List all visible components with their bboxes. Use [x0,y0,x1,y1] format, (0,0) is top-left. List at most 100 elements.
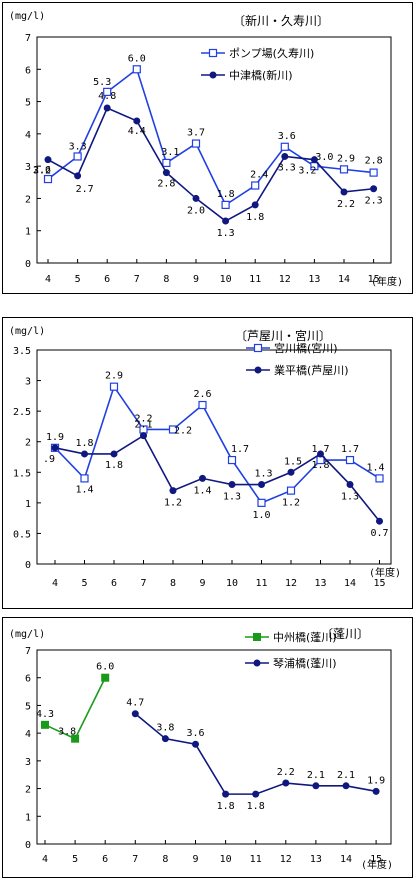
series-line-0 [54,384,380,504]
series-line-1 [47,106,374,222]
x-tick-label: 6 [111,578,117,589]
data-label: 1.8 [217,801,235,812]
x-tick-label: 8 [170,578,176,589]
data-point-marker [370,185,378,193]
data-label: 2.3 [365,196,383,207]
y-tick-label: 5 [25,701,31,712]
legend-marker [253,343,263,353]
y-tick-label: 2 [25,438,31,449]
data-label: .9 [43,454,55,465]
data-point-marker [71,734,80,743]
data-point-marker [375,474,384,483]
y-tick-label: 1 [25,499,31,510]
legend-marker [254,366,262,374]
chart-title: 〔蓬川〕 [321,627,369,641]
data-label: 1.7 [311,444,329,455]
data-label: 1.8 [246,212,264,223]
series-line-1 [54,434,381,522]
data-label: 1.0 [252,510,270,521]
x-axis-unit-label: (年度) [371,275,403,288]
data-point-marker [258,481,265,489]
data-label: 2.2 [337,199,355,210]
data-label: 1.2 [282,498,300,509]
legend-label: 中津橋(新川) [229,68,293,82]
data-point-marker [346,481,354,489]
data-point-marker [340,188,348,196]
plot-area-frame [36,649,392,845]
data-point-marker [73,152,82,161]
data-label: 1.4 [366,462,384,473]
x-tick-label: 12 [285,578,297,589]
data-label: 2.2 [277,767,295,778]
x-tick-label: 5 [81,578,87,589]
y-tick-label: 3.5 [13,346,31,357]
data-label: 3.2 [33,166,51,177]
x-tick-label: 13 [314,578,326,589]
data-label: 1.8 [247,801,265,812]
data-point-marker [132,65,141,74]
y-tick-label: 2 [25,194,31,205]
x-tick-label: 6 [104,274,110,285]
data-label: 1.9 [46,432,64,443]
data-label: 4.8 [98,91,116,102]
data-label: 2.8 [157,179,175,190]
data-label: 3.8 [156,723,174,734]
data-point-marker [162,169,170,177]
chart-panel-yomogi: 〔蓬川〕 (mg/l) (年度) 0 1 2 3 4 5 6 7 4 5 6 7 8 9 10 11 12 13 14 15… [2,617,413,878]
x-axis-unit-label: (年度) [369,566,401,579]
x-tick-label: 10 [220,854,232,865]
data-point-marker [199,474,206,482]
y-tick-label: 7 [25,646,31,657]
data-label: 3.7 [187,128,205,139]
x-tick-label: 4 [45,274,51,285]
data-point-marker [41,720,49,729]
data-point-marker [192,740,199,748]
data-point-marker [161,735,169,743]
x-tick-label: 13 [310,854,322,865]
data-point-marker [317,450,324,458]
x-tick-label: 4 [52,578,58,589]
data-label: 3.0 [315,152,333,163]
data-label: 3.8 [58,727,76,738]
y-tick-label: 6 [25,674,31,685]
x-tick-label: 6 [102,854,108,865]
chart-panel-shinkawa: 〔新川・久寿川〕 (mg/l) (年度) 0 1 2 3 4 5 6 7 4 5 6 7 8 9 10 11 12 13… [2,2,413,294]
data-point-marker [251,201,259,209]
data-point-marker [369,168,378,177]
data-point-marker [252,790,260,798]
y-tick-label: 4 [25,729,31,740]
data-label: 1.5 [284,456,302,467]
x-tick-label: 5 [75,274,81,285]
legend-label: ポンプ場(久寿川) [229,46,314,60]
data-point-marker [74,172,82,180]
x-tick-label: 15 [370,854,382,865]
x-tick-label: 9 [199,578,205,589]
data-point-marker [222,217,230,225]
data-label: 3.6 [278,131,296,142]
data-point-marker [280,142,289,151]
x-tick-label: 9 [193,274,199,285]
legend-marker [209,71,217,79]
data-label: 1.2 [164,498,182,509]
data-point-marker [198,400,207,410]
legend-marker [253,659,261,667]
x-tick-label: 14 [344,578,356,589]
data-point-marker [345,455,355,465]
x-tick-label: 13 [308,274,320,285]
data-label: 2.2 [174,425,192,436]
y-tick-label: 1.5 [13,468,31,479]
data-point-marker [162,158,171,168]
data-label: 0.7 [370,528,388,539]
x-tick-label: 14 [338,274,350,285]
data-point-marker [191,139,201,148]
data-label: 2.6 [193,389,211,400]
data-point-marker [251,181,260,190]
x-tick-label: 4 [42,854,48,865]
data-point-marker [43,174,53,184]
data-label: 1.4 [75,484,93,495]
legend-marker [208,48,218,58]
data-point-marker [168,425,178,434]
data-label: 3.6 [186,728,204,739]
y-tick-label: 7 [25,33,31,44]
